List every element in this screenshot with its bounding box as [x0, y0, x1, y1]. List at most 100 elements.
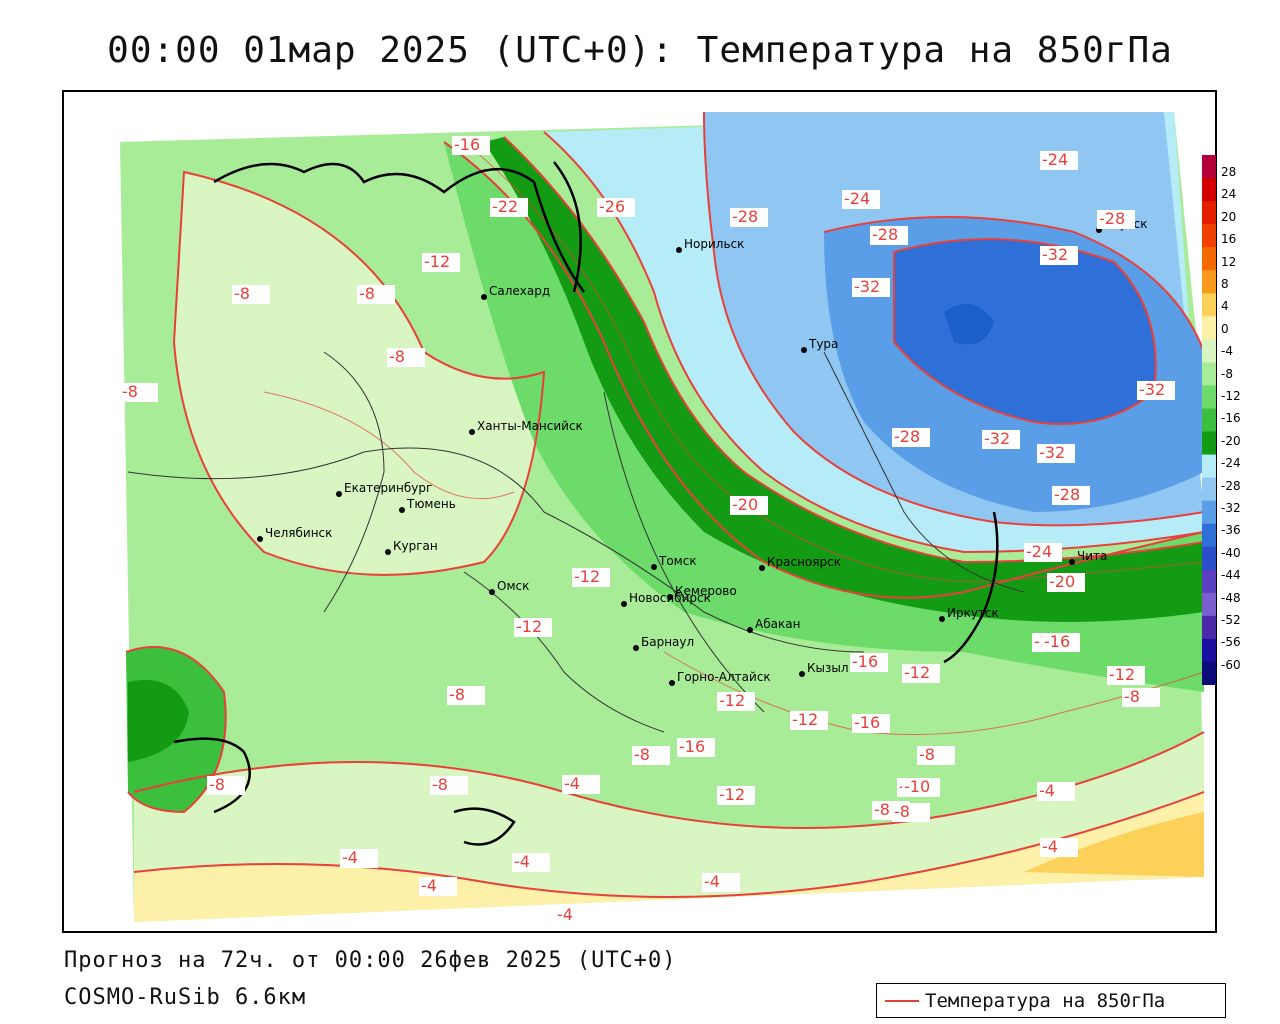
- isotherm-label-text: -8: [209, 775, 225, 794]
- city-label: Кемерово: [675, 584, 737, 598]
- colorbar-tick-label: -20: [1221, 433, 1241, 448]
- isotherm-label-text: -24: [1026, 542, 1052, 561]
- colorbar-tick-label: -32: [1221, 501, 1241, 515]
- isotherm-label: -8: [917, 745, 955, 765]
- isotherm-label: -24: [842, 189, 880, 209]
- isotherm-label: -4: [702, 872, 740, 892]
- zone-west-dark: [128, 680, 189, 762]
- colorbar-tick-label: 8: [1221, 277, 1229, 291]
- isotherm-label: -10: [902, 777, 940, 797]
- isotherm-label: -20: [1047, 572, 1085, 592]
- city-label: Кызыл: [807, 661, 849, 675]
- isotherm-label-text: -8: [634, 745, 650, 764]
- isotherm-label: -12: [717, 691, 755, 711]
- isotherm-label-text: -28: [872, 225, 898, 244]
- colorbar-tick-label: -28: [1221, 478, 1241, 493]
- isotherm-label: -4: [555, 905, 593, 925]
- isotherm-label-text: -22: [492, 197, 518, 216]
- isotherm-label: -4: [419, 876, 457, 896]
- isotherm-label: -4: [512, 852, 550, 872]
- temperature-map: НорильскЯкутскСалехардТураХанты-Мансийск…: [120, 111, 1205, 925]
- colorbar-tick-label: -24: [1221, 456, 1241, 471]
- colorbar-tick-label: -8: [1221, 366, 1233, 381]
- city-marker: [676, 247, 682, 253]
- isotherm-label-text: -4: [564, 774, 580, 793]
- isotherm-label: -8: [632, 745, 670, 765]
- isotherm-label-text: -20: [1049, 572, 1075, 591]
- colorbar-tick-label: 0: [1221, 321, 1229, 336]
- colorbar-swatches: [1202, 155, 1216, 686]
- isotherm-label: -8: [1122, 687, 1160, 707]
- isotherm-label: -8: [892, 802, 930, 822]
- legend-label: Температура на 850гПа: [925, 990, 1166, 1012]
- map-panel[interactable]: НорильскЯкутскСалехардТураХанты-Мансийск…: [62, 90, 1217, 933]
- isotherm-label: -32: [1037, 443, 1075, 463]
- city-marker: [621, 601, 627, 607]
- isotherm-label-text: -16: [1044, 632, 1070, 651]
- isotherm-label-text: -4: [1042, 837, 1058, 856]
- city-label: Норильск: [684, 237, 744, 251]
- city-label: Ханты-Мансийск: [477, 419, 583, 433]
- contour-label-layer: -16-22 -26-28-24-24-28-28-32-32-12-8 -8-8-…: [120, 135, 1175, 925]
- isotherm-label-text: -32: [1139, 380, 1165, 399]
- colorbar-swatch: [1202, 362, 1216, 386]
- isotherm-label-text: -28: [1099, 209, 1125, 228]
- colorbar-swatch: [1202, 201, 1216, 225]
- isotherm-label-text: -16: [454, 135, 480, 154]
- isotherm-label: -20: [730, 495, 768, 515]
- zone-dark-green: [484, 137, 1204, 622]
- isotherm-label: -16: [850, 652, 888, 672]
- isotherm-label-text: -8: [122, 382, 138, 401]
- isotherm-label: -4: [1037, 781, 1075, 801]
- colorbar-swatch: [1202, 523, 1216, 548]
- city-marker: [667, 594, 673, 600]
- city-marker: [651, 564, 657, 570]
- city-label: Курган: [393, 539, 438, 553]
- isotherm-label: -28: [1052, 485, 1090, 505]
- isotherm-label-text: -28: [732, 207, 758, 226]
- isotherm-label: -4: [1040, 837, 1078, 857]
- isotherm-label: -8: [232, 284, 270, 304]
- isotherm-label: -32: [1040, 245, 1078, 265]
- city-label: Салехард: [489, 284, 550, 298]
- isotherm-label-text: -8: [1124, 687, 1140, 706]
- city-label: Красноярск: [767, 555, 841, 569]
- isotherm-label: -32: [852, 277, 890, 297]
- isotherm-label: -8: [447, 685, 485, 705]
- colorbar-tick-label: 20: [1221, 209, 1237, 224]
- zone-coldest: [944, 304, 994, 345]
- colorbar-swatch: [1202, 569, 1216, 594]
- city-marker: [489, 589, 495, 595]
- isotherm-label-text: -12: [719, 785, 745, 804]
- colorbar-tick-label: -40: [1221, 545, 1241, 560]
- isotherm-label-text: -8: [449, 685, 465, 704]
- colorbar-swatch: [1202, 500, 1216, 525]
- isotherm-label: -8: [387, 347, 425, 367]
- isotherm-label-text: -16: [679, 737, 705, 756]
- isotherm-label-text: -8: [234, 284, 250, 303]
- city-marker: [759, 565, 765, 571]
- isotherm-label-text: -8: [389, 347, 405, 366]
- isotherm-label: -12: [790, 710, 828, 730]
- colorbar-swatch: [1202, 316, 1216, 340]
- zone-orange: [1024, 812, 1204, 877]
- zone-medium-green: [444, 142, 1204, 692]
- isotherm-label: -28: [730, 207, 768, 227]
- isotherm-label-text: -4: [342, 848, 358, 867]
- isotherm-label: -12: [1107, 665, 1145, 685]
- colorbar-swatch: [1202, 178, 1216, 202]
- colorbar-tick-label: 12: [1221, 254, 1237, 269]
- isotherm-label: -12: [422, 252, 460, 272]
- isotherm-label: -22: [490, 197, 528, 217]
- isotherm-label: -12: [902, 663, 940, 683]
- colorbar-swatch: [1202, 661, 1216, 686]
- colorbar-tick-label: -16: [1221, 411, 1241, 426]
- colorbar-tick-label: -4: [1221, 344, 1233, 359]
- isotherm-label-text: -8: [919, 745, 935, 764]
- zone-deep-blue: [894, 239, 1156, 424]
- city-marker: [633, 645, 639, 651]
- colorbar-tick-label: -52: [1221, 613, 1241, 627]
- city-marker: [336, 491, 342, 497]
- colorbar-swatch: [1202, 155, 1216, 179]
- colorbar-tick-label: -48: [1221, 590, 1241, 605]
